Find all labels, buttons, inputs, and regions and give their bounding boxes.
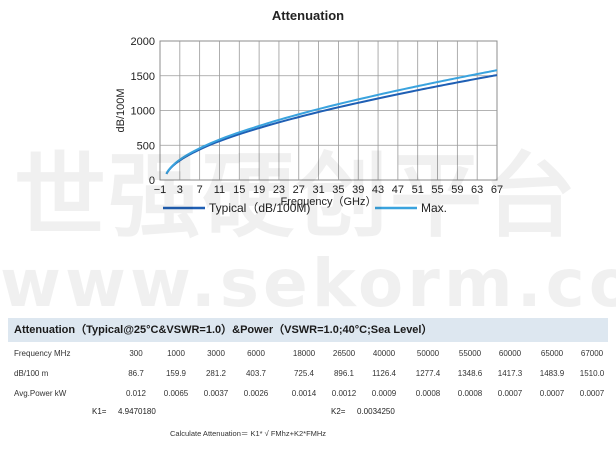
table-cell: 281.2 (205, 369, 227, 378)
table-cell: 0.0009 (371, 389, 397, 398)
table-cell: 0.0026 (243, 389, 269, 398)
table-cell: 50000 (416, 349, 440, 358)
table-cell: 3000 (207, 349, 225, 358)
table-cell: 60000 (498, 349, 522, 358)
x-tick-label: 47 (392, 184, 404, 196)
row-label: Avg.Power kW (14, 389, 67, 398)
x-tick-label: 3 (177, 184, 183, 196)
table-cell: 1277.4 (415, 369, 441, 378)
axes: −1 3 7 11 15 19 23 27 31 35 39 43 47 51 55 59 63 67 0 500 10… (115, 36, 503, 208)
x-tick-label: 55 (431, 184, 443, 196)
table-cell: 0.0012 (331, 389, 357, 398)
y-tick-label: 0 (149, 175, 155, 187)
table-cell: 725.4 (293, 369, 315, 378)
x-tick-label: 31 (312, 184, 324, 196)
x-tick-label: 39 (352, 184, 364, 196)
row-label: dB/100 m (14, 369, 49, 378)
x-tick-label: 15 (233, 184, 245, 196)
y-tick-label: 1500 (131, 71, 155, 83)
x-tick-label: 27 (293, 184, 305, 196)
x-tick-label: 19 (253, 184, 265, 196)
series-line-max (165, 69, 498, 175)
x-tick-label: 63 (471, 184, 483, 196)
table-cell: 0.0007 (497, 389, 523, 398)
legend: Typical（dB/100M) Max. (163, 201, 447, 215)
table-cell: 55000 (458, 349, 482, 358)
table-cell: 0.0008 (457, 389, 483, 398)
x-axis-label: Frequency（GHz） (281, 195, 377, 208)
x-tick-label: −1 (154, 184, 167, 196)
x-tick-label: 7 (197, 184, 203, 196)
table-cell: 0.0037 (203, 389, 229, 398)
table-cell: 18000 (292, 349, 316, 358)
y-axis-label: dB/100M (115, 88, 127, 132)
table-cell: 159.9 (165, 369, 187, 378)
k1-label: K1= (92, 407, 107, 416)
table-cell: 896.1 (333, 369, 355, 378)
y-tick-label: 1000 (131, 106, 155, 118)
table-cell: 1348.6 (457, 369, 483, 378)
table-cell: 1510.0 (579, 369, 605, 378)
x-tick-label: 23 (273, 184, 285, 196)
k2-value: 0.0034250 (357, 407, 395, 416)
y-tick-label: 500 (137, 140, 155, 152)
table-cell: 67000 (580, 349, 604, 358)
table-cell: 1126.4 (372, 369, 396, 378)
k1-value: 4.9470180 (118, 407, 156, 416)
series-lines (165, 69, 498, 175)
row-label: Frequency MHz (14, 349, 71, 358)
x-tick-label: 43 (372, 184, 384, 196)
legend-label: Typical（dB/100M) (209, 201, 310, 215)
table-cell: 0.012 (125, 389, 147, 398)
attenuation-formula: Calculate Attenuation＝ K1* √ FMhz+K2*FMH… (170, 429, 327, 438)
attenuation-chart: −1 3 7 11 15 19 23 27 31 35 39 43 47 51 55 59 63 67 0 500 10… (115, 36, 503, 215)
table-cell: 1000 (167, 349, 185, 358)
k2-label: K2= (331, 407, 346, 416)
table-cell: 403.7 (245, 369, 267, 378)
watermark-url: www.sekorm.com (0, 245, 616, 322)
table-cell: 40000 (372, 349, 396, 358)
x-tick-label: 35 (332, 184, 344, 196)
x-tick-label: 51 (412, 184, 424, 196)
table-cell: 65000 (540, 349, 564, 358)
table-cell: 86.7 (128, 369, 144, 378)
table-cell: 0.0014 (291, 389, 317, 398)
table-cell: 26500 (332, 349, 356, 358)
table-header: Attenuation（Typical@25°C&VSWR=1.0）&Power… (8, 318, 608, 342)
y-tick-label: 2000 (131, 36, 155, 48)
chart-title: Attenuation (271, 8, 345, 23)
table-cell: 1483.9 (539, 369, 565, 378)
table-cell: 0.0007 (579, 389, 605, 398)
x-tick-label: 59 (451, 184, 463, 196)
table-cell: 0.0007 (539, 389, 565, 398)
x-tick-label: 67 (491, 184, 503, 196)
table-cell: 0.0065 (163, 389, 189, 398)
table-cell: 6000 (247, 349, 265, 358)
x-tick-label: 11 (214, 184, 225, 196)
legend-label: Max. (421, 201, 447, 215)
table-cell: 1417.3 (497, 369, 523, 378)
table-cell: 0.0008 (415, 389, 441, 398)
table-cell: 300 (129, 349, 143, 358)
